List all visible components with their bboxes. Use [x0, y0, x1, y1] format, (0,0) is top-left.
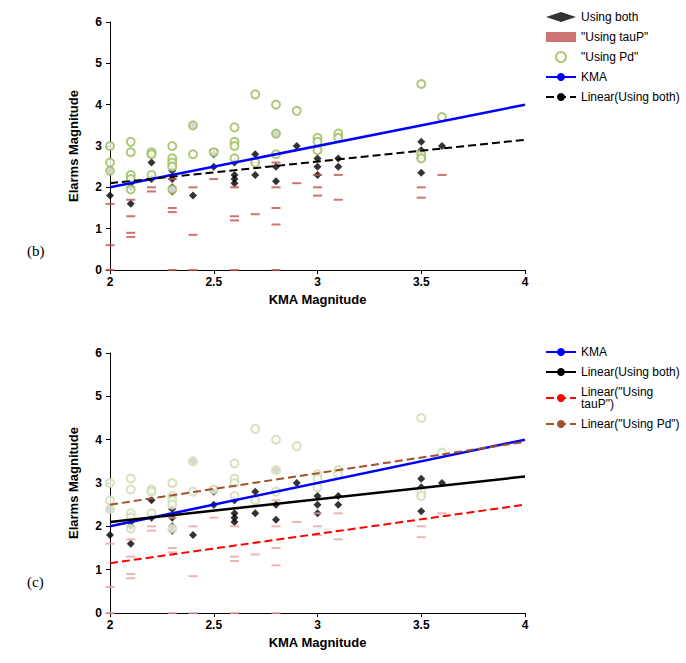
- svg-text:Elarms Magnitude: Elarms Magnitude: [66, 427, 81, 539]
- svg-text:3: 3: [314, 618, 321, 632]
- svg-text:"Using Pd": "Using Pd": [581, 50, 638, 64]
- svg-text:3.5: 3.5: [413, 275, 430, 289]
- svg-text:Linear(Using both): Linear(Using both): [581, 90, 680, 104]
- svg-text:tauP"): tauP"): [581, 397, 614, 411]
- svg-text:Linear(Using both): Linear(Using both): [581, 365, 680, 379]
- svg-text:3: 3: [95, 139, 102, 153]
- svg-text:"Using tauP": "Using tauP": [581, 30, 648, 44]
- svg-text:5: 5: [95, 389, 102, 403]
- svg-text:5: 5: [95, 56, 102, 70]
- svg-text:2: 2: [107, 275, 114, 289]
- svg-text:(b): (b): [27, 243, 45, 260]
- svg-text:3.5: 3.5: [413, 618, 430, 632]
- svg-text:2.5: 2.5: [205, 618, 222, 632]
- svg-text:Linear("Using: Linear("Using: [581, 385, 657, 399]
- svg-text:Using both: Using both: [581, 10, 638, 24]
- svg-text:0: 0: [95, 606, 102, 620]
- svg-text:3: 3: [95, 476, 102, 490]
- svg-text:4: 4: [95, 433, 102, 447]
- svg-text:3: 3: [314, 275, 321, 289]
- svg-text:2.5: 2.5: [205, 275, 222, 289]
- svg-text:KMA: KMA: [581, 70, 607, 84]
- svg-text:2: 2: [107, 618, 114, 632]
- svg-text:Linear("Using Pd"): Linear("Using Pd"): [581, 417, 680, 431]
- svg-text:KMA Magnitude: KMA Magnitude: [269, 635, 367, 650]
- svg-text:1: 1: [95, 563, 102, 577]
- svg-text:6: 6: [95, 15, 102, 29]
- svg-text:4: 4: [522, 618, 529, 632]
- svg-text:4: 4: [95, 98, 102, 112]
- svg-text:0: 0: [95, 263, 102, 277]
- svg-text:KMA: KMA: [581, 345, 607, 359]
- svg-text:2: 2: [95, 180, 102, 194]
- svg-text:Elarms Magnitude: Elarms Magnitude: [66, 90, 81, 202]
- svg-text:1: 1: [95, 222, 102, 236]
- svg-text:(c): (c): [27, 574, 44, 591]
- svg-text:KMA Magnitude: KMA Magnitude: [269, 292, 367, 307]
- svg-text:6: 6: [95, 346, 102, 360]
- svg-text:2: 2: [95, 519, 102, 533]
- svg-text:4: 4: [522, 275, 529, 289]
